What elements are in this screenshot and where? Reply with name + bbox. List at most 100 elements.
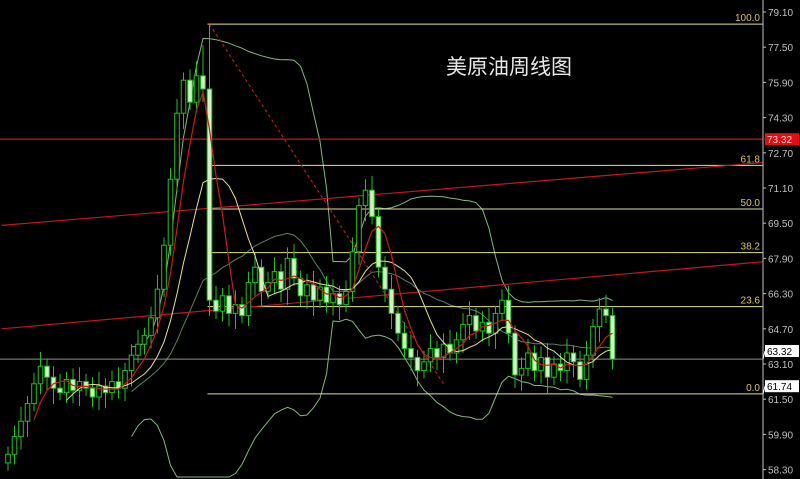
y-tick-label: 71.10 xyxy=(768,184,793,195)
candle-up xyxy=(161,244,167,290)
candle-up xyxy=(362,189,369,207)
candle-up xyxy=(180,79,187,114)
y-tick-label: 72.70 xyxy=(768,149,793,160)
candle-up xyxy=(245,282,252,317)
candle-up xyxy=(193,75,200,103)
candle-up xyxy=(271,271,278,284)
candle-down xyxy=(375,216,382,268)
candle-up xyxy=(518,367,525,376)
candle-down xyxy=(414,356,421,372)
candle-down xyxy=(57,387,63,394)
candle-up xyxy=(590,326,596,356)
trendline-lower-rising xyxy=(1,261,764,330)
resistance-price-tag-box xyxy=(765,133,799,146)
candle-down xyxy=(577,361,583,380)
trendline-dashed-falling xyxy=(208,23,445,385)
candle-down xyxy=(200,75,206,90)
candle-up xyxy=(343,290,349,306)
low-price-tag-label: 61.74 xyxy=(767,382,792,393)
candle-up xyxy=(538,356,544,372)
candle-down xyxy=(434,348,440,358)
candle-down xyxy=(323,286,330,303)
candle-up xyxy=(18,420,24,438)
candle-up xyxy=(427,348,434,363)
candle-down xyxy=(89,387,96,398)
candle-up xyxy=(174,112,180,180)
y-tick-label: 59.90 xyxy=(768,430,793,441)
y-tick-label: 63.10 xyxy=(768,360,793,371)
candle-up xyxy=(5,453,11,464)
candle-up xyxy=(37,365,44,385)
candle-up xyxy=(421,361,427,372)
candle-down xyxy=(226,295,232,314)
candle-up xyxy=(356,205,362,253)
candle-up xyxy=(304,284,310,297)
candle-up xyxy=(148,317,154,336)
candle-up xyxy=(525,352,531,369)
candles xyxy=(5,24,616,471)
fib-level-label: 100.0 xyxy=(735,13,760,24)
candle-up xyxy=(96,385,102,398)
candle-down xyxy=(473,315,479,332)
current-price-tag-box xyxy=(765,345,799,357)
y-tick-label: 77.50 xyxy=(768,43,793,54)
candle-up xyxy=(141,334,148,345)
candle-down xyxy=(187,79,193,103)
candle-down xyxy=(239,304,245,317)
candle-down xyxy=(505,299,512,334)
candle-down xyxy=(297,277,304,297)
candle-up xyxy=(167,178,174,246)
candle-down xyxy=(512,332,518,376)
candle-down xyxy=(408,348,414,358)
candle-down xyxy=(310,284,317,301)
candle-down xyxy=(291,257,297,279)
candle-up xyxy=(284,257,291,290)
candle-up xyxy=(583,354,590,380)
ma-slow-line xyxy=(66,177,613,401)
candle-down xyxy=(401,332,408,350)
candle-down xyxy=(258,266,265,292)
current-price-tag-label: 63.32 xyxy=(767,347,792,358)
candle-up xyxy=(460,323,466,341)
candle-down xyxy=(486,321,492,334)
chart-title: 美原油周线图 xyxy=(446,55,572,79)
y-tick-label: 61.50 xyxy=(768,395,793,406)
bollinger-lower-band xyxy=(131,318,613,478)
fib-level-label: 38.2 xyxy=(741,242,761,253)
candle-down xyxy=(388,288,395,314)
candle-down xyxy=(213,299,219,312)
fib-level-label: 23.6 xyxy=(741,296,761,307)
trendline-upper-rising xyxy=(1,161,764,226)
candle-up xyxy=(135,343,141,356)
candle-down xyxy=(570,352,577,363)
resistance-price-tag-label: 73.32 xyxy=(767,135,792,146)
candle-up xyxy=(551,363,557,378)
y-tick-label: 74.30 xyxy=(768,114,793,125)
candle-up xyxy=(466,315,473,325)
candle-down xyxy=(206,88,213,301)
candle-down xyxy=(382,266,388,290)
fib-level-label: 61.8 xyxy=(741,154,761,165)
candle-up xyxy=(317,286,323,301)
low-price-tag-box xyxy=(765,380,799,393)
candle-down xyxy=(603,308,609,317)
fib-level-label: 50.0 xyxy=(741,198,761,209)
candle-up xyxy=(596,308,603,328)
candle-up xyxy=(440,343,447,358)
fib-level-label: 0.0 xyxy=(746,383,760,394)
candle-down xyxy=(44,365,50,378)
ma-fast-line xyxy=(33,89,613,421)
current-price-tag-pointer xyxy=(762,350,766,360)
y-tick-label: 75.90 xyxy=(768,78,793,89)
candle-up xyxy=(252,266,258,284)
price-axis-background xyxy=(763,0,800,479)
y-tick-label: 66.30 xyxy=(768,290,793,301)
candle-up xyxy=(11,436,18,455)
candle-up xyxy=(24,403,31,422)
candle-up xyxy=(349,251,356,292)
y-tick-label: 79.10 xyxy=(768,8,793,19)
candle-down xyxy=(544,356,551,378)
candle-up xyxy=(219,295,226,312)
candle-down xyxy=(369,189,375,218)
